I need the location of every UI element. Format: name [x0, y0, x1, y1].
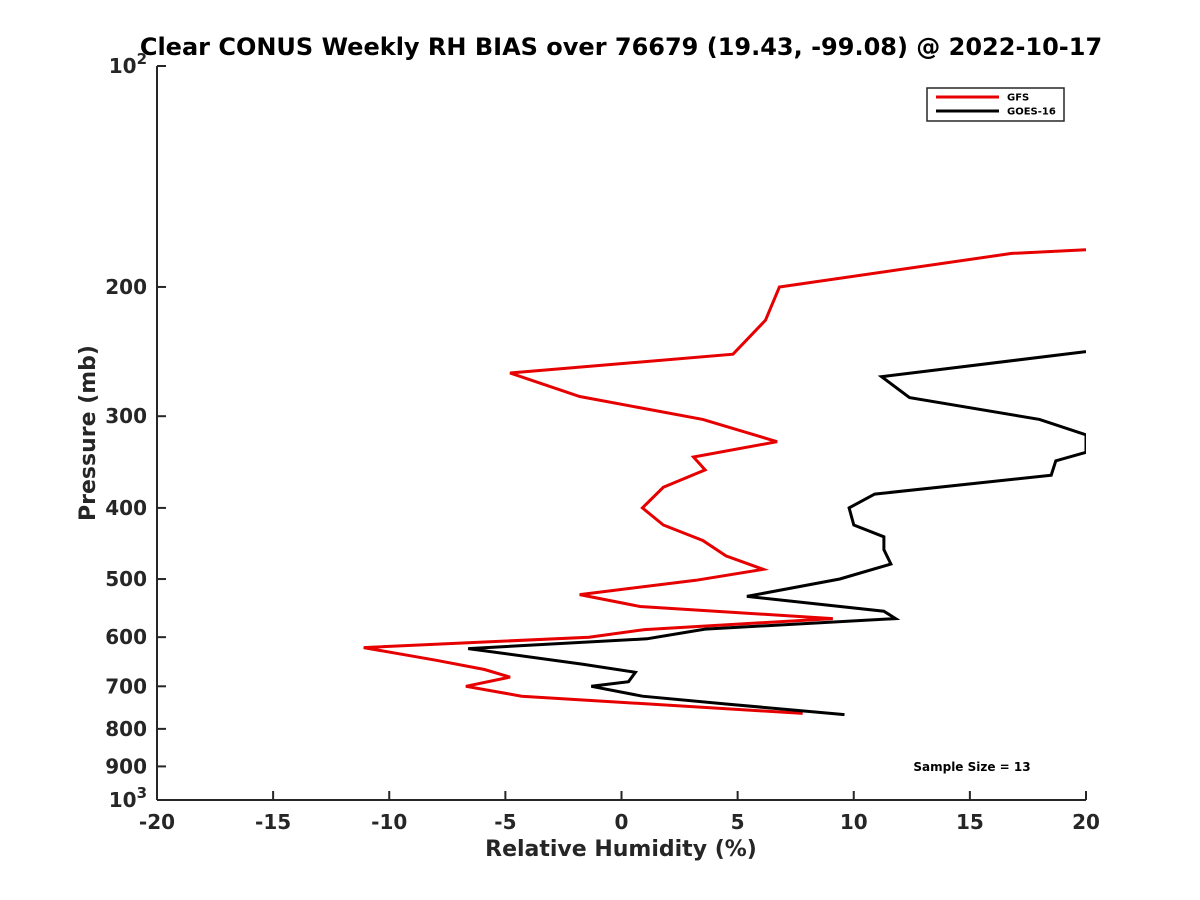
sample-size-annotation: Sample Size = 13: [913, 760, 1030, 774]
y-axis-label: Pressure (mb): [76, 345, 101, 521]
y-tick-label: 800: [105, 717, 147, 741]
x-tick-label: -10: [371, 810, 407, 834]
x-tick-label: -20: [139, 810, 175, 834]
x-tick-label: 10: [840, 810, 868, 834]
series-line-gfs: [363, 248, 1086, 715]
y-tick-label: 400: [105, 496, 147, 520]
series-group: [363, 248, 1086, 717]
series-line-goes-16: [467, 350, 1086, 717]
x-tick-label: -15: [255, 810, 291, 834]
y-tick-label: 300: [105, 404, 147, 428]
legend: GFS GOES-16: [926, 87, 1065, 122]
x-tick-label: -5: [494, 810, 516, 834]
legend-box: [926, 87, 1065, 122]
y-tick-label: 200: [105, 275, 147, 299]
chart-title: Clear CONUS Weekly RH BIAS over 76679 (1…: [140, 33, 1102, 61]
y-tick-label: 500: [105, 567, 147, 591]
y-tick-label: 900: [105, 754, 147, 778]
x-tick-label: 20: [1072, 810, 1100, 834]
y-tick-label: 600: [105, 625, 147, 649]
x-tick-label: 15: [956, 810, 984, 834]
x-tick-label: 0: [615, 810, 629, 834]
legend-label: GFS: [1007, 93, 1029, 104]
legend-label: GOES-16: [1007, 107, 1056, 118]
x-axis-label: Relative Humidity (%): [485, 837, 757, 862]
plot-area: -20 -15 -10 -5 0 5 10 15 20 102 200 300 400 500 600 700…: [105, 50, 1100, 834]
y-tick-label: 700: [105, 674, 147, 698]
y-tick-label: 103: [109, 784, 147, 812]
y-tick-label: 102: [109, 50, 147, 78]
x-tick-label: 5: [731, 810, 745, 834]
